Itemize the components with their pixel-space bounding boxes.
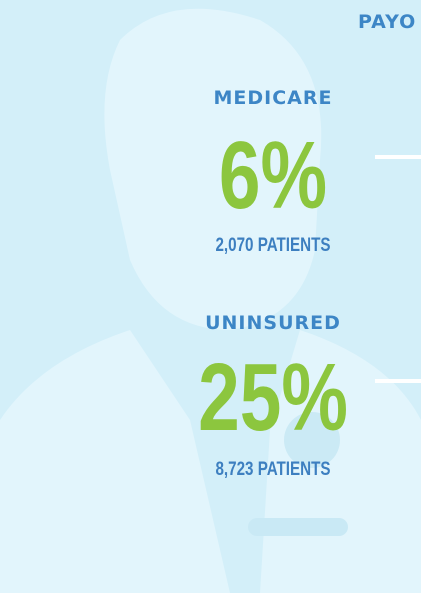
header-title: PAYO (358, 11, 416, 33)
doctor-silhouette (0, 8, 421, 593)
item-percent: 25% (198, 344, 348, 451)
item-patients: 8,723 PATIENTS (215, 457, 330, 479)
item-label: MEDICARE (214, 87, 333, 109)
item-patients: 2,070 PATIENTS (215, 233, 330, 255)
item-percent: 6% (219, 122, 327, 229)
item-label: UNINSURED (205, 312, 341, 334)
